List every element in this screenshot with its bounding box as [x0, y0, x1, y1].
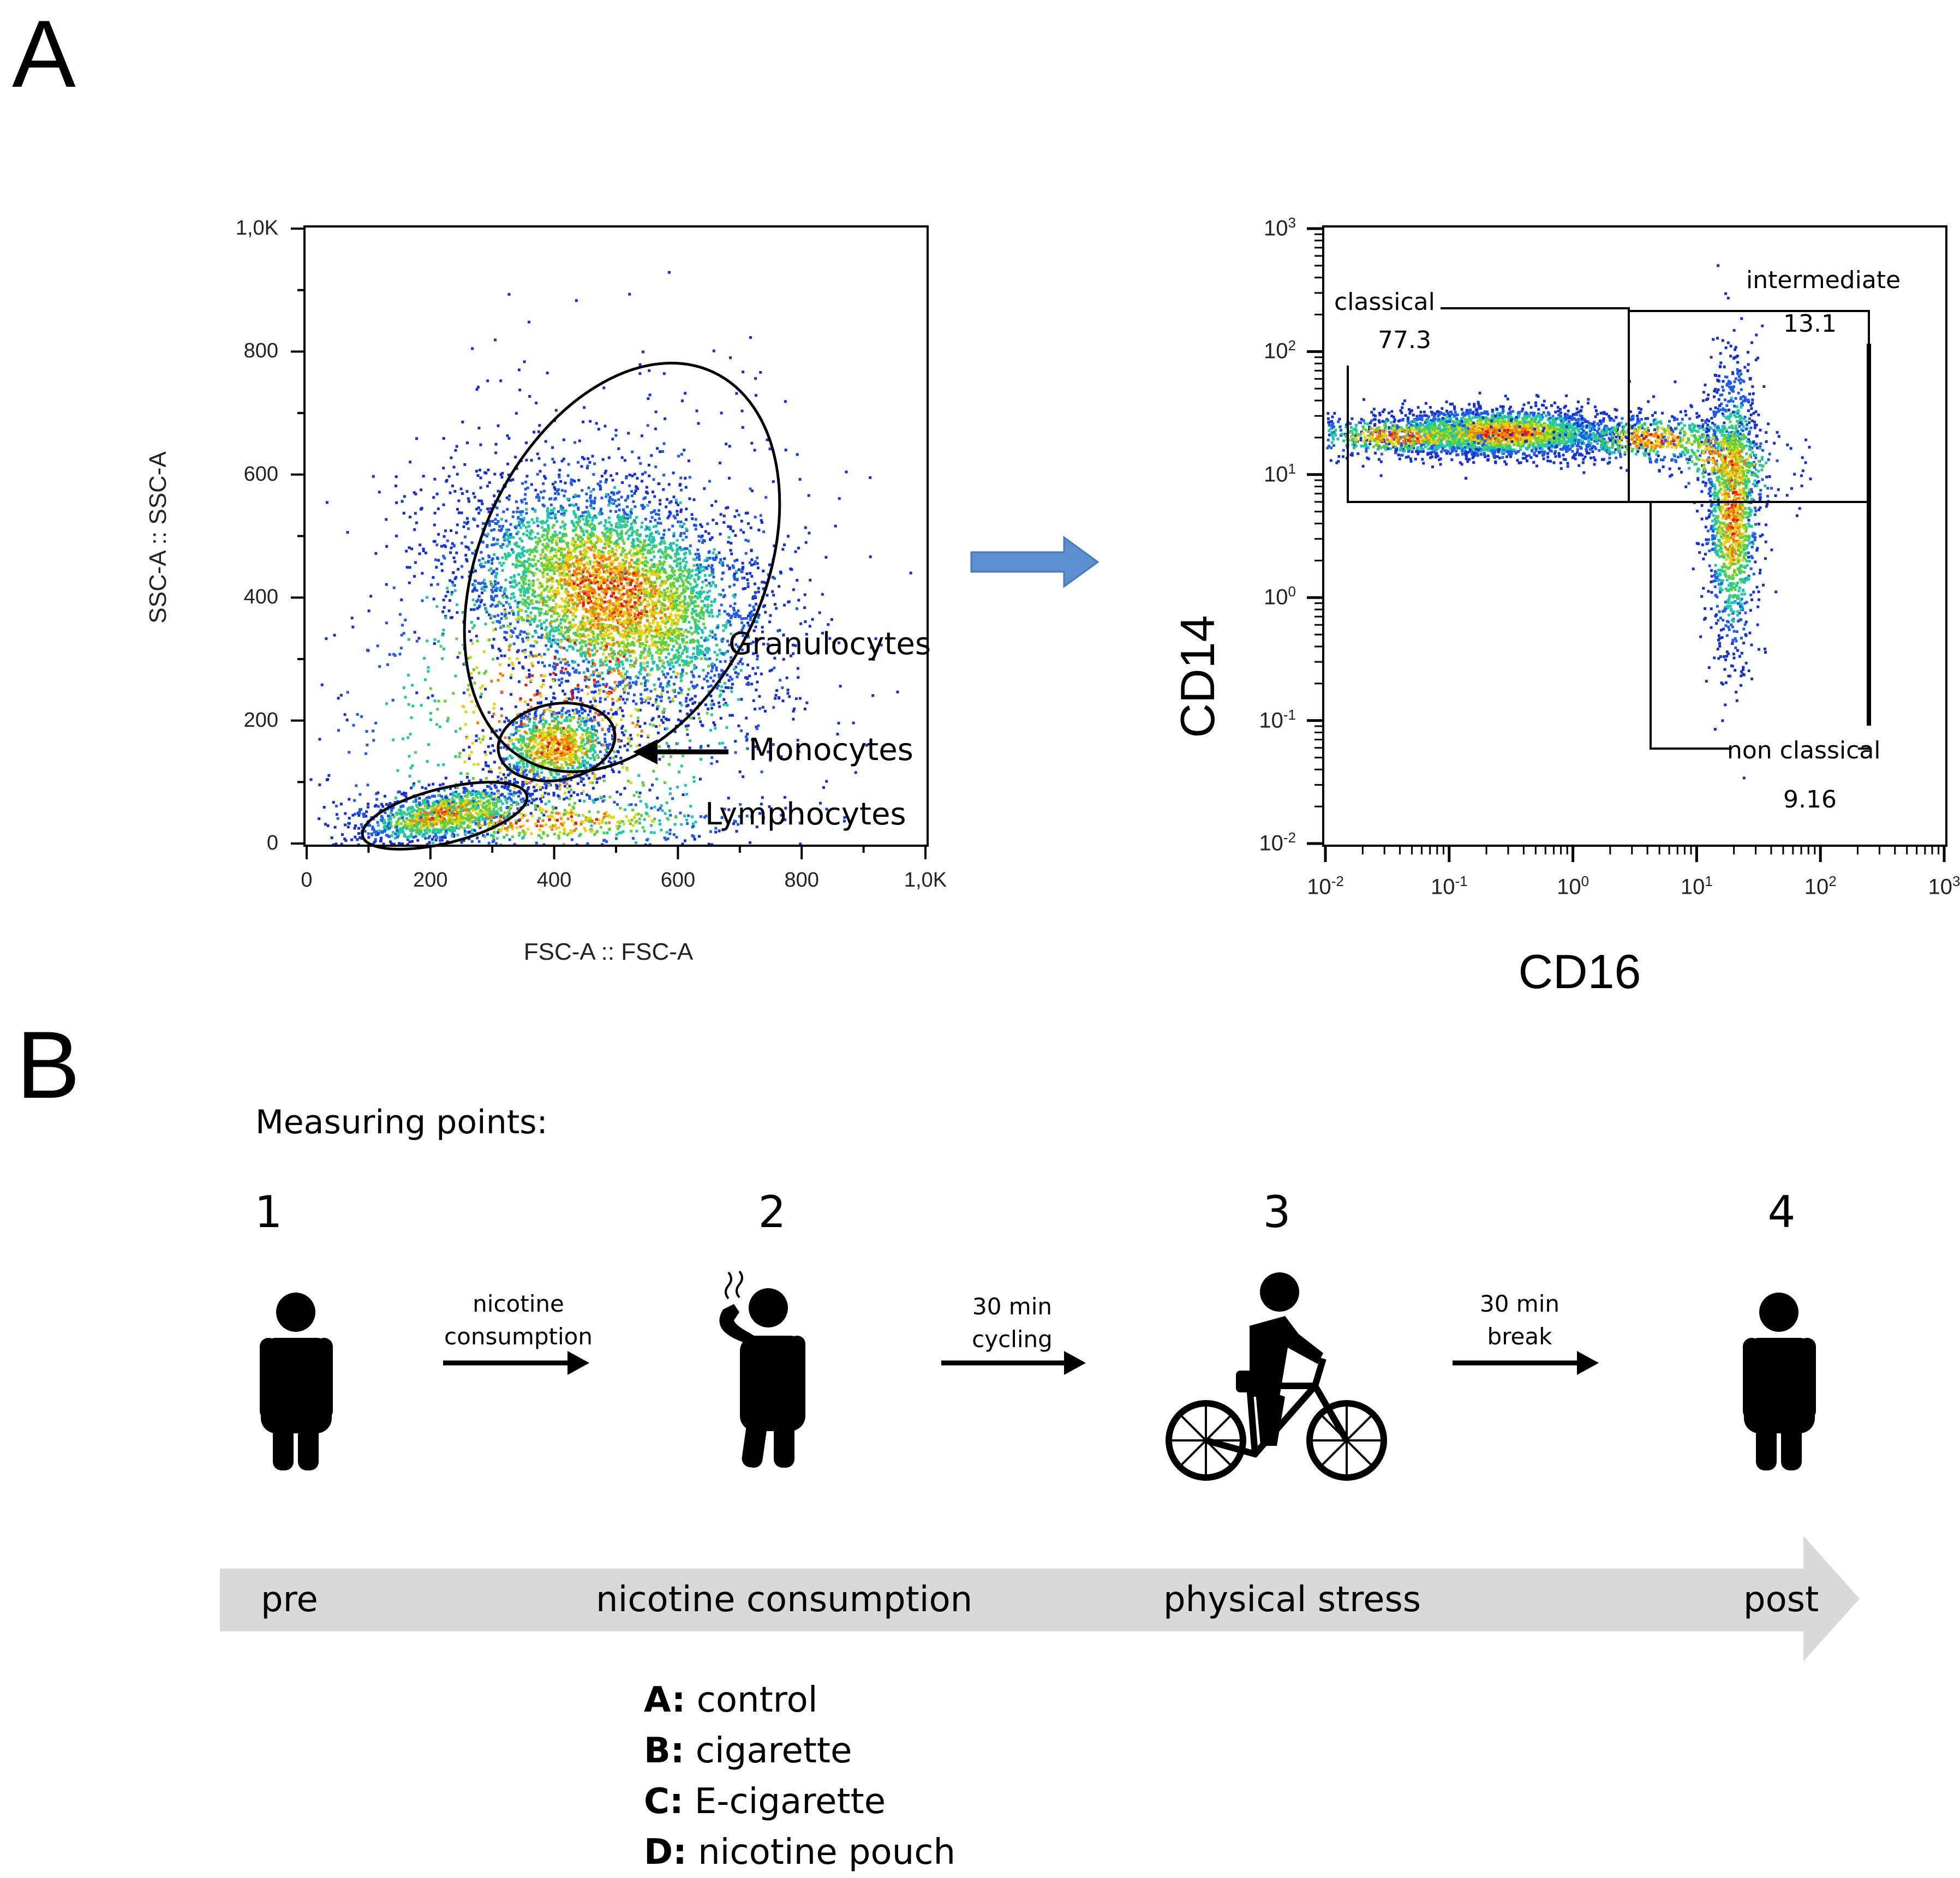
classical-label: classical	[1334, 288, 1435, 316]
condition-a: A: control	[644, 1675, 955, 1726]
scatter-ytick-label: 0	[267, 832, 278, 855]
flow-ylabel: CD14	[1170, 615, 1226, 738]
scatter-ytick-label: 800	[244, 339, 278, 363]
flow-ytick-label: 103	[1264, 214, 1296, 241]
transition-label-2-line1: 30 min	[972, 1290, 1053, 1323]
flow-ytick-label: 10-1	[1259, 707, 1296, 733]
phase-post: post	[1743, 1580, 1819, 1620]
flow-xtick-label: 10-2	[1307, 873, 1344, 899]
condition-list: A: control B: cigarette C: E-cigarette D…	[644, 1675, 955, 1878]
transition-label-3-line2: break	[1480, 1320, 1559, 1353]
granulocytes-label: Granulocytes	[728, 626, 931, 662]
transition-label-3-line1: 30 min	[1480, 1288, 1559, 1320]
step-number-3: 3	[1263, 1187, 1291, 1237]
smoking-person-icon	[719, 1271, 805, 1469]
transition-label-1-line2: consumption	[444, 1320, 593, 1353]
flow-ytick-label: 10-2	[1259, 829, 1296, 856]
step-number-4: 4	[1768, 1187, 1796, 1237]
transition-label-2: 30 min cycling	[972, 1290, 1053, 1356]
condition-b: B: cigarette	[644, 1726, 955, 1777]
scatter-xtick-label: 800	[784, 869, 818, 892]
flow-xtick-label: 100	[1557, 873, 1589, 899]
step-number-2: 2	[758, 1187, 786, 1237]
scatter-xlabel: FSC-A :: FSC-A	[524, 938, 693, 966]
step-number-1: 1	[255, 1187, 283, 1237]
person-icon-post	[1743, 1293, 1816, 1470]
scatter-ytick-label: 1,0K	[236, 217, 278, 240]
intermediate-value: 13.1	[1783, 310, 1837, 338]
flow-ytick-label: 101	[1264, 460, 1296, 487]
scatter-xtick-label: 600	[661, 869, 695, 892]
scatter-ytick-label: 600	[244, 463, 278, 486]
flow-xlabel: CD16	[1519, 944, 1641, 1000]
flow-xtick-label: 103	[1928, 873, 1960, 899]
scatter-xtick-label: 200	[413, 869, 447, 892]
nonclassical-value: 9.16	[1783, 786, 1837, 814]
lymphocytes-label: Lymphocytes	[705, 797, 906, 832]
flow-ticks	[1307, 229, 1944, 862]
flow-xtick-label: 10-1	[1431, 873, 1468, 899]
scatter-xtick-label: 400	[537, 869, 571, 892]
scatter-xtick-label: 1,0K	[904, 869, 947, 892]
phase-physical-stress: physical stress	[1163, 1580, 1421, 1620]
phase-pre: pre	[261, 1580, 318, 1620]
intermediate-label: intermediate	[1746, 266, 1901, 294]
phase-nicotine-consumption: nicotine consumption	[596, 1580, 972, 1620]
flow-ytick-label: 102	[1264, 337, 1296, 363]
scatter-ytick-label: 400	[244, 585, 278, 609]
flow-xtick-label: 102	[1804, 873, 1837, 899]
monocytes-pointer-head	[633, 739, 658, 764]
condition-d: D: nicotine pouch	[644, 1827, 955, 1878]
person-icon-pre	[260, 1293, 333, 1470]
scatter-ylabel: SSC-A :: SSC-A	[145, 451, 172, 623]
scatter-xtick-label: 0	[301, 869, 312, 892]
transition-label-3: 30 min break	[1480, 1288, 1559, 1353]
timeline-bar	[220, 1536, 1860, 1661]
measuring-points-heading: Measuring points:	[255, 1103, 548, 1141]
flow-gates	[1348, 308, 1872, 749]
transition-label-2-line2: cycling	[972, 1323, 1053, 1356]
nonclassical-label: non classical	[1727, 737, 1881, 764]
condition-c: C: E-cigarette	[644, 1777, 955, 1827]
classical-value: 77.3	[1378, 326, 1431, 354]
scatter-ytick-label: 200	[244, 709, 278, 732]
transition-arrow	[971, 537, 1098, 587]
flow-xtick-label: 101	[1681, 873, 1713, 899]
flow-ytick-label: 100	[1264, 583, 1296, 609]
transition-label-1: nicotine consumption	[444, 1288, 593, 1353]
transition-label-1-line1: nicotine	[444, 1288, 593, 1320]
monocytes-label: Monocytes	[749, 732, 913, 768]
